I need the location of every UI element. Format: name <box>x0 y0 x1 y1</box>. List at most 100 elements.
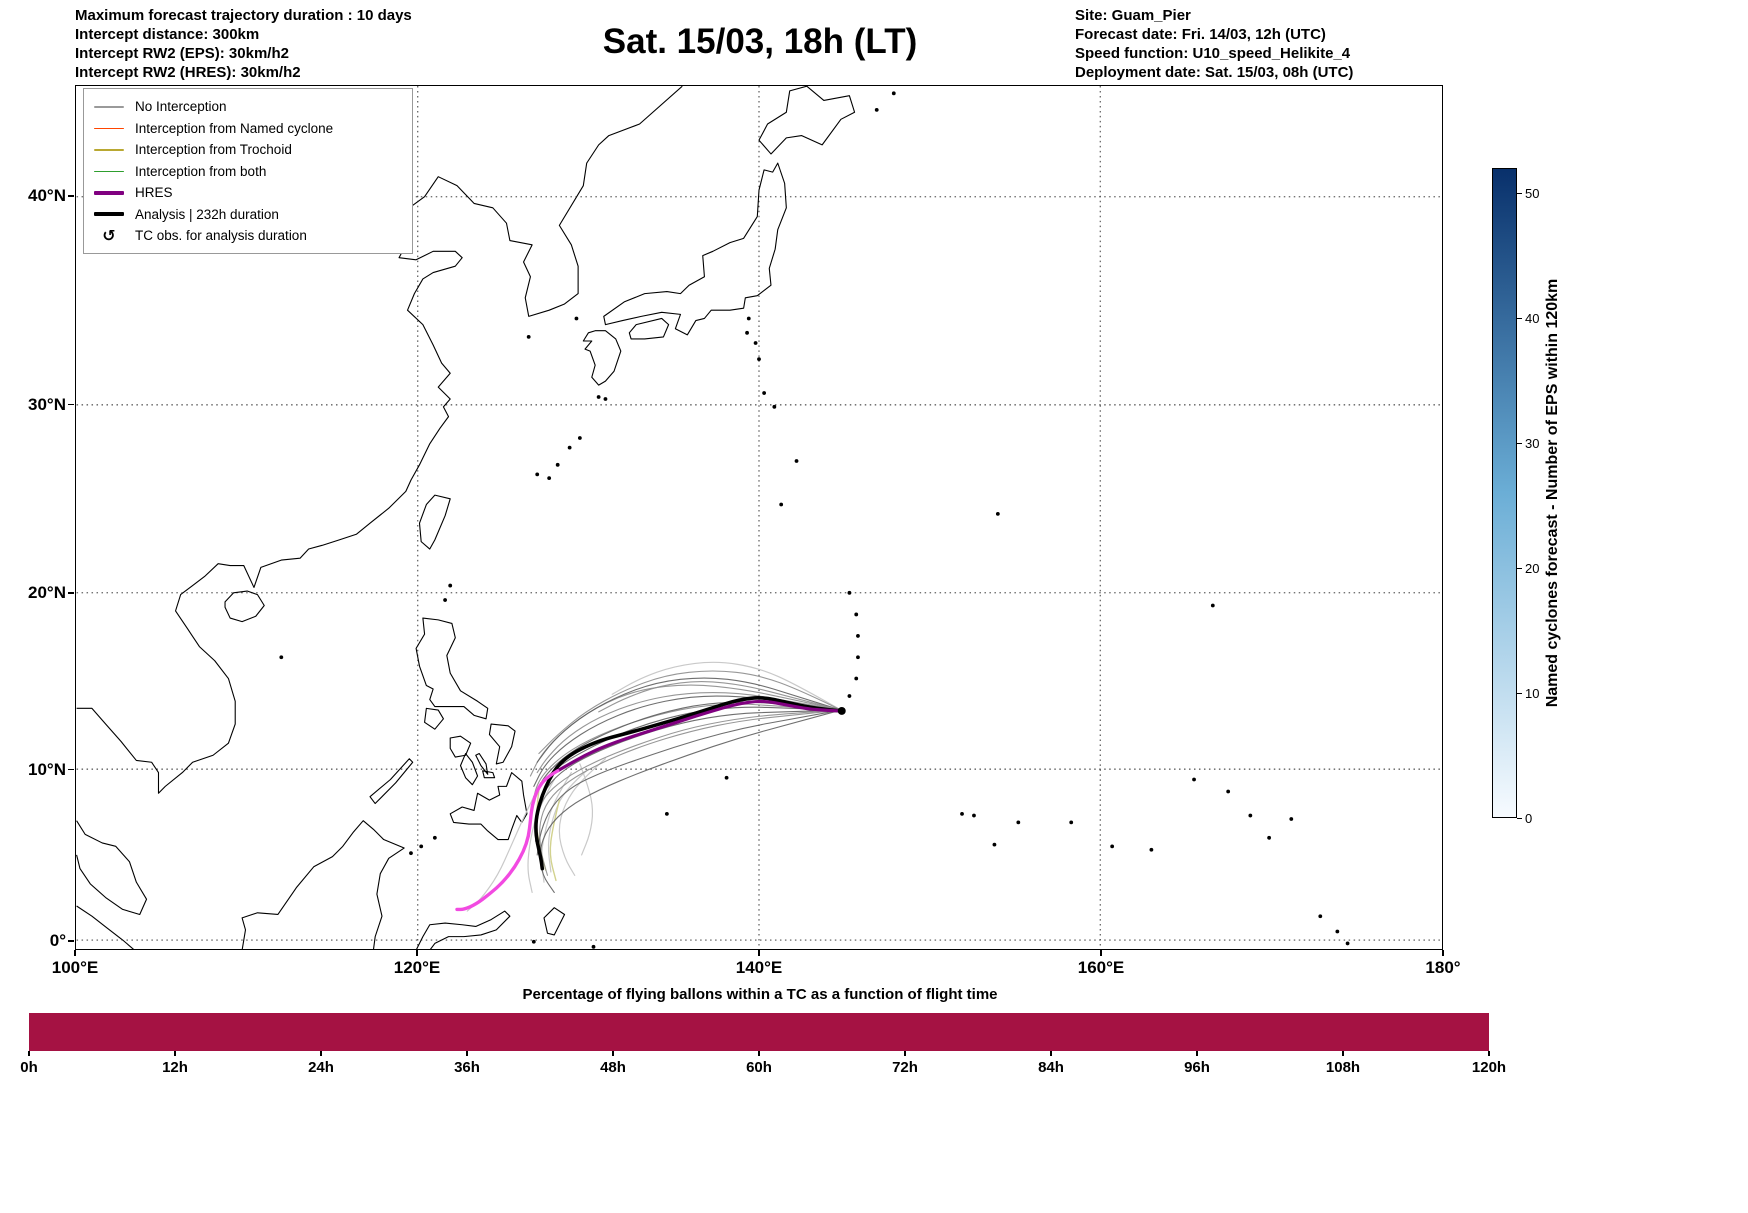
island-dot <box>526 335 531 339</box>
coastline-sulawesi-north <box>416 910 511 949</box>
island-dot <box>1192 777 1196 782</box>
x-axis-tick-label: 140°E <box>735 958 783 977</box>
island-dot <box>854 676 859 681</box>
x-axis-tick-label: 100°E <box>51 958 99 977</box>
island-dot <box>1335 929 1340 934</box>
legend-item-no-interception: No Interception <box>94 96 402 118</box>
bottom-chart-tick-label: 60h <box>746 1059 772 1076</box>
colorbar-tick-mark <box>1517 442 1522 444</box>
coastline-palawan <box>369 758 414 805</box>
header-left-block: Maximum forecast trajectory duration : 1… <box>75 6 412 82</box>
colorbar-tick-label: 0 <box>1525 811 1533 826</box>
coastline-halmahera <box>543 907 566 936</box>
legend-item-hres: HRES <box>94 182 402 204</box>
y-axis-tick-label: 0° <box>49 931 66 950</box>
island-dot <box>854 612 859 617</box>
y-axis-tick-label: 10°N <box>28 759 66 779</box>
coastline-honshu <box>603 162 787 336</box>
coastline-negros <box>459 753 479 786</box>
y-axis-tick-label: 40°N <box>28 186 66 206</box>
header-deployment-date: Deployment date: Sat. 15/03, 08h (UTC) <box>1075 64 1354 81</box>
island-dot <box>1289 817 1294 821</box>
bottom-chart-tick-mark <box>28 1051 30 1056</box>
bottom-chart-tick-mark <box>1050 1051 1052 1056</box>
colorbar-tick-label: 10 <box>1525 686 1540 701</box>
bottom-chart-tick-mark <box>1488 1051 1490 1056</box>
x-axis-tick-mark <box>758 950 760 956</box>
legend-swatch-line <box>94 212 124 217</box>
bottom-chart-tick-label: 24h <box>308 1059 334 1076</box>
header-intercept-rw2-eps: Intercept RW2 (EPS): 30km/h2 <box>75 45 289 62</box>
trajectory-hres <box>556 699 843 773</box>
trajectory-ensemble <box>536 709 842 856</box>
trajectory-analysis <box>534 696 843 871</box>
header-right-block: Site: Guam_Pier Forecast date: Fri. 14/0… <box>1075 6 1353 82</box>
island-dot <box>577 436 582 440</box>
bottom-chart-tick-label: 120h <box>1471 1059 1507 1076</box>
trajectory-ensemble <box>538 709 842 811</box>
map-panel: No Interception Interception from Named … <box>75 85 1443 950</box>
legend-swatch-hres <box>94 190 124 195</box>
island-dot <box>443 598 447 602</box>
colorbar-label: Named cyclones forecast - Number of EPS … <box>1544 278 1561 708</box>
island-dot <box>874 108 879 112</box>
legend-item-named-cyclone: Interception from Named cyclone <box>94 118 402 140</box>
bottom-chart-tick-mark <box>612 1051 614 1056</box>
legend-swatch-line <box>94 170 124 172</box>
island-dot <box>574 316 579 321</box>
x-axis-tick-label: 160°E <box>1077 958 1125 977</box>
bottom-chart-tick-mark <box>904 1051 906 1056</box>
x-axis-tick-mark <box>1100 950 1102 956</box>
trajectory-hres-extension <box>455 769 560 912</box>
bottom-chart-tick-mark <box>1342 1051 1344 1056</box>
coastline-malay-peninsula <box>76 820 148 916</box>
bottom-chart-tick-label: 84h <box>1038 1059 1064 1076</box>
island-dot <box>847 694 852 698</box>
y-axis-tick-mark <box>68 592 74 594</box>
island-dot <box>745 330 749 335</box>
island-dot <box>596 395 601 399</box>
colorbar <box>1492 168 1517 818</box>
island-dot <box>547 476 552 481</box>
coastline-mindanao <box>449 772 528 841</box>
bottom-chart-title: Percentage of flying ballons within a TC… <box>522 986 998 1003</box>
island-dot <box>535 472 540 477</box>
coastline-taiwan <box>418 494 451 550</box>
trajectory-ensemble <box>539 709 842 893</box>
header-speed-function: Speed function: U10_speed_Helikite_4 <box>1075 45 1351 62</box>
coastline-borneo <box>241 820 405 949</box>
legend-swatch-named-cyclone <box>94 127 124 129</box>
bottom-chart-tick-label: 12h <box>162 1059 188 1076</box>
bottom-chart-tick-mark <box>758 1051 760 1056</box>
island-dot <box>409 851 413 856</box>
header-intercept-distance: Intercept distance: 300km <box>75 26 260 43</box>
bottom-chart-bar-fill <box>29 1013 1489 1051</box>
island-dot <box>746 316 751 321</box>
bottom-chart-bar-track <box>29 1013 1489 1051</box>
island-dot <box>1267 835 1272 840</box>
island-dot <box>724 775 729 780</box>
tc-obs-icon: ↺ <box>102 227 116 245</box>
legend-item-both: Interception from both <box>94 161 402 183</box>
island-dot <box>992 842 997 847</box>
island-dot <box>419 844 424 849</box>
island-dot <box>995 511 1000 516</box>
deployment-site-marker <box>837 706 846 715</box>
header-max-duration: Maximum forecast trajectory duration : 1… <box>75 7 412 24</box>
legend-swatch-trochoid <box>94 149 124 151</box>
trajectory-ensemble <box>536 677 842 763</box>
legend-swatch-no-interception <box>94 106 124 108</box>
island-dot <box>448 583 453 588</box>
colorbar-tick-mark <box>1517 567 1522 569</box>
bottom-chart-tick-label: 48h <box>600 1059 626 1076</box>
x-axis-tick-mark <box>416 950 418 956</box>
island-dot <box>1318 914 1323 919</box>
trajectory-ensemble <box>533 695 842 787</box>
island-dot <box>856 655 860 660</box>
legend-swatch-line <box>94 149 124 151</box>
legend-swatch-line <box>94 190 124 195</box>
bottom-chart-tick-label: 36h <box>454 1059 480 1076</box>
coastline-bohol <box>482 770 496 779</box>
bottom-chart-tick-mark <box>174 1051 176 1056</box>
x-axis-tick-label: 120°E <box>393 958 441 977</box>
